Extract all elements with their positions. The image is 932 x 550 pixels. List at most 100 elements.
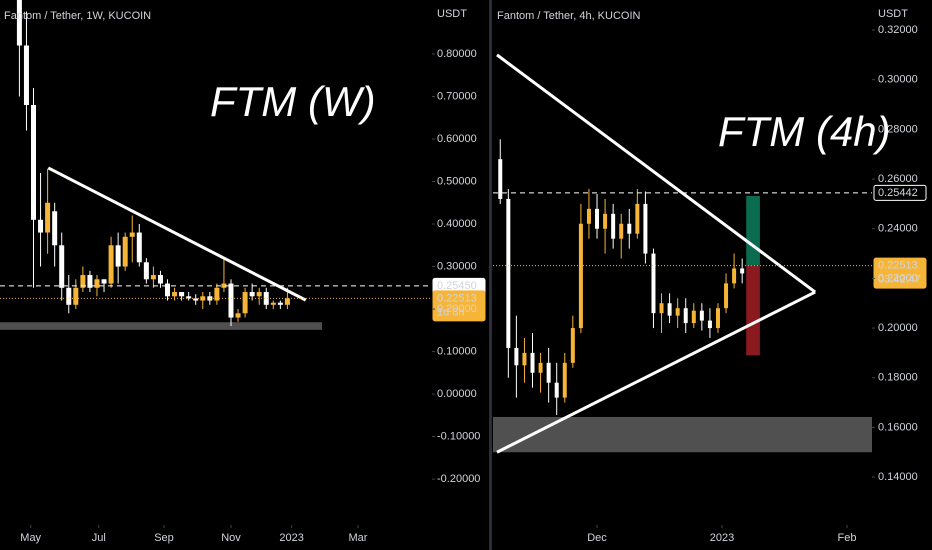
candle-body bbox=[546, 362, 551, 383]
y-tick-label: 0.16000 bbox=[878, 421, 918, 433]
candle-body bbox=[562, 362, 567, 398]
candle-body bbox=[73, 287, 79, 305]
support-zone bbox=[0, 322, 322, 330]
candle-body bbox=[59, 245, 65, 288]
candle-body bbox=[570, 328, 575, 363]
y-tick-label: 0.20000 bbox=[878, 322, 918, 334]
chart-title: Fantom / Tether, 4h, KUCOIN bbox=[497, 10, 641, 22]
y-tick-label: 0.26000 bbox=[878, 173, 918, 185]
y-axis-unit: USDT bbox=[437, 8, 467, 20]
candle-body bbox=[101, 279, 107, 284]
candle-body bbox=[136, 232, 142, 263]
candle-body bbox=[256, 292, 262, 297]
y-axis-unit: USDT bbox=[878, 8, 908, 20]
candle-body bbox=[108, 245, 114, 284]
x-tick-label: 2023 bbox=[710, 532, 734, 544]
candle-body bbox=[16, 0, 22, 46]
candle-body bbox=[554, 382, 559, 398]
candle-body bbox=[207, 296, 213, 301]
x-tick-label: Nov bbox=[221, 532, 241, 544]
candle-body bbox=[23, 45, 29, 105]
candle-body bbox=[263, 292, 269, 305]
candle-body bbox=[80, 275, 86, 288]
price-label-box bbox=[873, 257, 927, 289]
candle-body bbox=[659, 303, 664, 314]
candle-body bbox=[38, 219, 44, 233]
candle-body bbox=[538, 362, 543, 373]
y-tick-label: -0.10000 bbox=[437, 430, 480, 442]
candle-body bbox=[514, 347, 519, 366]
candle-body bbox=[115, 245, 121, 267]
y-tick-label: 0.28000 bbox=[878, 123, 918, 135]
y-tick-label: 0.18000 bbox=[878, 372, 918, 384]
price-label: 0.22513 bbox=[878, 260, 918, 272]
x-tick-label: Sep bbox=[154, 532, 174, 544]
candle-body bbox=[530, 352, 535, 373]
candle-body bbox=[691, 310, 696, 324]
support-zone bbox=[493, 416, 872, 453]
y-tick-label: 0.50000 bbox=[437, 175, 477, 187]
candle-body bbox=[150, 275, 156, 280]
candle-body bbox=[277, 302, 283, 305]
candle-body bbox=[724, 283, 729, 309]
y-tick-label: -0.20000 bbox=[437, 473, 480, 485]
candle-body bbox=[249, 292, 255, 297]
candle-body bbox=[732, 268, 737, 284]
candle-body bbox=[667, 303, 672, 316]
position-loss bbox=[746, 264, 760, 356]
candle-body bbox=[578, 223, 583, 329]
candle-body bbox=[221, 283, 227, 288]
y-tick-label: 0.30000 bbox=[878, 74, 918, 86]
price-label: 0.25442 bbox=[878, 187, 918, 199]
candle-body bbox=[651, 253, 656, 314]
x-tick-label: Jul bbox=[92, 532, 106, 544]
annotation: FTM (W) bbox=[210, 78, 376, 125]
candle-body bbox=[635, 203, 640, 234]
chart-title: Fantom / Tether, 1W, KUCOIN bbox=[4, 10, 151, 22]
candle-body bbox=[31, 105, 37, 220]
candle-body bbox=[284, 298, 290, 305]
y-tick-label: 0.30000 bbox=[437, 260, 477, 272]
candle-body bbox=[179, 292, 185, 297]
candle-body bbox=[214, 287, 220, 301]
candle-body bbox=[675, 308, 680, 316]
y-tick-label: 0.32000 bbox=[878, 24, 918, 36]
x-tick-label: Mar bbox=[348, 532, 367, 544]
candle-body bbox=[707, 320, 712, 329]
candle-body bbox=[200, 296, 206, 301]
plot-area bbox=[493, 53, 872, 454]
candle-body bbox=[165, 283, 171, 297]
x-tick-label: 2023 bbox=[279, 532, 303, 544]
candle-body bbox=[643, 203, 648, 254]
price-label-box bbox=[432, 290, 486, 322]
x-tick-label: Feb bbox=[838, 532, 857, 544]
candle-body bbox=[228, 283, 234, 318]
candle-body bbox=[619, 223, 624, 239]
candle-body bbox=[66, 287, 72, 305]
candle-body bbox=[683, 308, 688, 324]
candle-body bbox=[586, 208, 591, 224]
candle-body bbox=[603, 213, 608, 229]
candle-body bbox=[242, 292, 248, 314]
countdown-label: 03:42:47 bbox=[878, 274, 921, 286]
x-tick-label: Dec bbox=[587, 532, 607, 544]
trendline bbox=[47, 166, 307, 302]
y-tick-label: 0.14000 bbox=[878, 471, 918, 483]
trendline bbox=[496, 53, 817, 294]
price-label: 0.22513 bbox=[437, 292, 477, 304]
candle-body bbox=[270, 302, 276, 305]
candle-body bbox=[143, 262, 149, 280]
candle-body bbox=[235, 313, 241, 318]
candle-body bbox=[498, 159, 503, 199]
candle-body bbox=[94, 279, 100, 288]
candle-body bbox=[715, 308, 720, 329]
y-tick-label: 0.60000 bbox=[437, 133, 477, 145]
candle-body bbox=[611, 213, 616, 239]
candle-body bbox=[627, 223, 632, 234]
y-tick-label: 0.10000 bbox=[437, 345, 477, 357]
y-tick-label: 0.40000 bbox=[437, 218, 477, 230]
y-tick-label: 0.80000 bbox=[437, 48, 477, 60]
